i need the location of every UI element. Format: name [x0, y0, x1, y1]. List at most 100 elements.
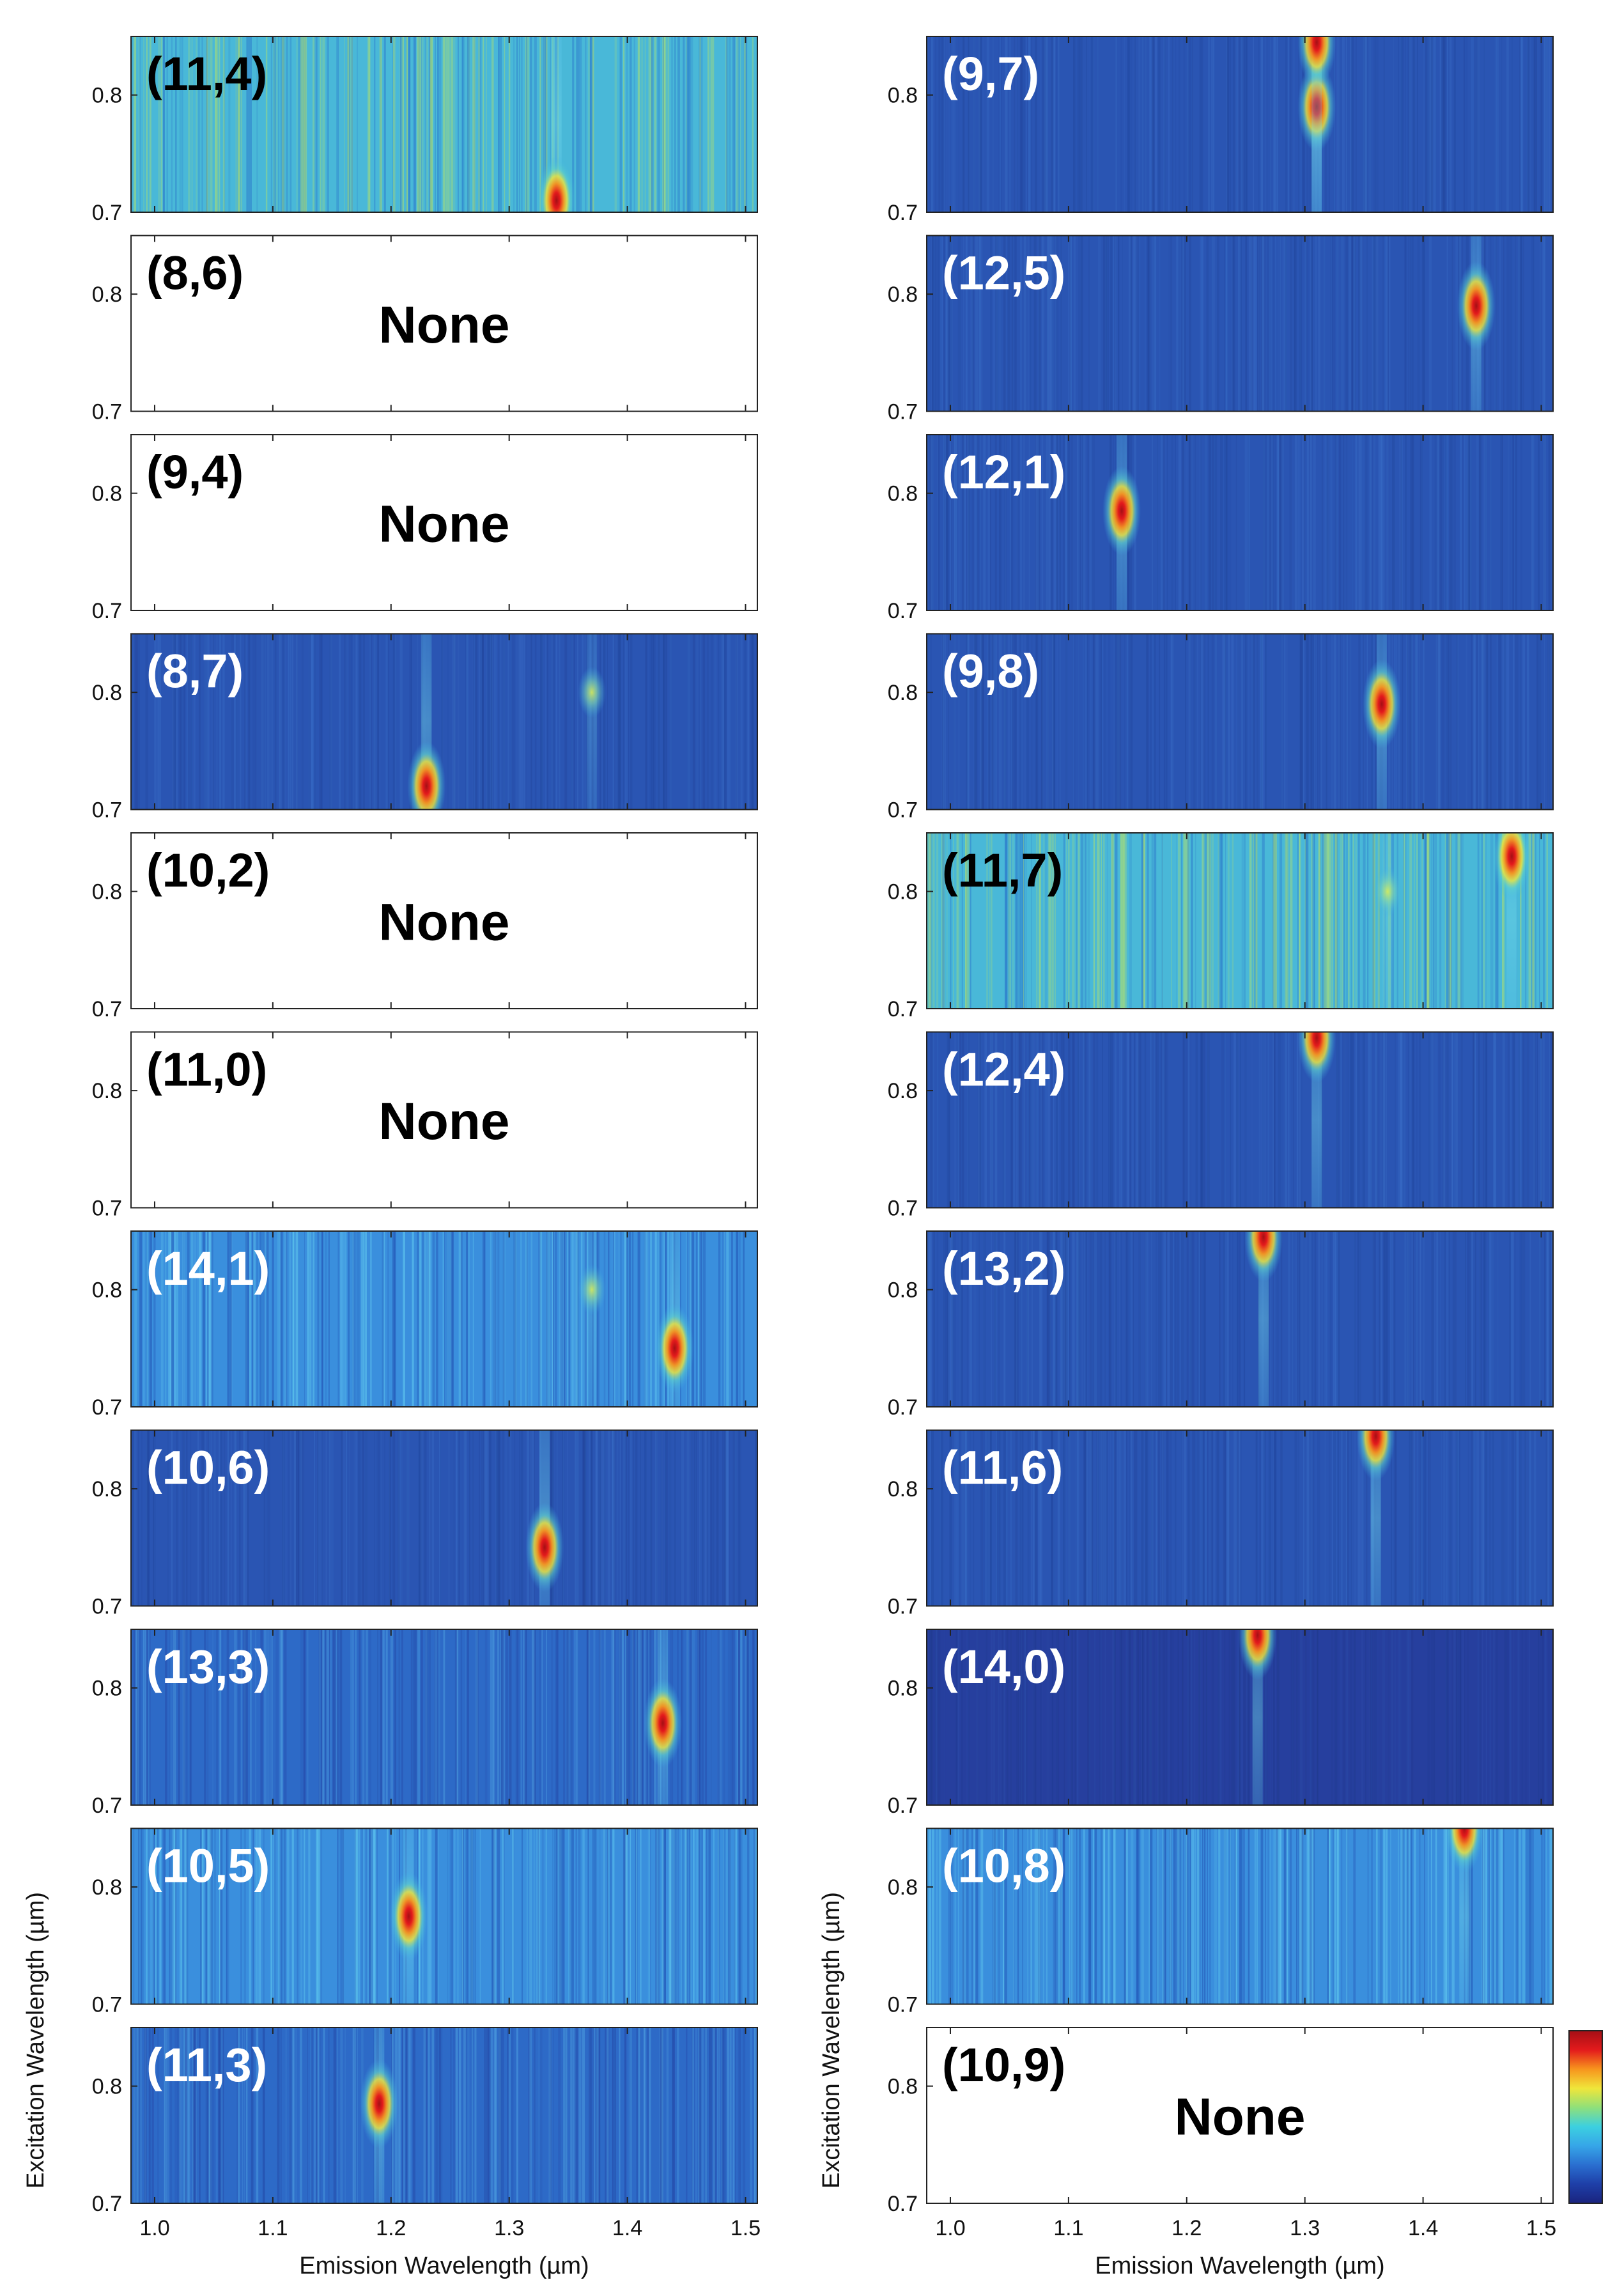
peak-mark: [1297, 36, 1336, 88]
panel-label: (13,2): [942, 1242, 1065, 1295]
panel-frame: [130, 2027, 758, 2204]
panel: 0.7 0.8 (13,2): [888, 1230, 1554, 1420]
panel-frame: [926, 235, 1554, 412]
peak-mark: [1356, 1430, 1395, 1481]
panel-background: [927, 1231, 1553, 1407]
panel: 0.7 0.8 (9,8): [888, 633, 1554, 823]
panel-background: [131, 235, 757, 412]
y-tick-label: 0.8: [92, 2075, 122, 2099]
x-tick-label: 1.2: [376, 2216, 406, 2240]
colorbar: [1568, 2030, 1603, 2204]
panel-frame: [926, 36, 1554, 213]
panel-frame: [130, 1827, 758, 2005]
panel-label: (10,8): [942, 1840, 1065, 1893]
y-tick-label: 0.7: [888, 997, 918, 1021]
y-tick-label: 0.8: [888, 283, 918, 307]
panel-label: (9,8): [942, 645, 1039, 698]
y-tick-label: 0.7: [92, 2192, 122, 2216]
panel: 0.7 0.8 (13,3): [92, 1629, 758, 1818]
panel-label: (11,4): [146, 47, 267, 100]
y-tick-label: 0.8: [92, 1477, 122, 1501]
y-tick-label: 0.7: [92, 1595, 122, 1619]
panel-frame: [926, 1429, 1554, 1607]
y-tick-label: 0.7: [888, 599, 918, 623]
panel-frame: [130, 1629, 758, 1806]
y-tick-label: 0.8: [92, 1079, 122, 1103]
panel-frame: [926, 1629, 1554, 1806]
peak-mark: [1244, 1231, 1283, 1282]
panel-background: [131, 2028, 757, 2203]
y-tick-label: 0.8: [92, 1677, 122, 1701]
peak-mark: [578, 1264, 607, 1315]
peak-mark: [1373, 865, 1402, 917]
y-tick-label: 0.7: [888, 1993, 918, 2017]
panel: 0.7 0.8 (10,5): [92, 1827, 758, 2017]
panel: 0.7 0.8 (9,4) None: [92, 434, 758, 623]
peak-mark: [525, 1502, 564, 1592]
y-tick-label: 0.7: [888, 1395, 918, 1420]
y-tick-label: 0.8: [888, 1875, 918, 1900]
peak-mark: [1297, 1032, 1336, 1083]
x-tick-label: 1.5: [731, 2216, 761, 2240]
panel: 0.7 0.8 (11,6): [888, 1429, 1554, 1619]
y-tick-label: 0.8: [888, 1278, 918, 1303]
peak-streak: [587, 633, 598, 810]
panel-frame: [130, 36, 758, 213]
panel-label: (14,1): [146, 1242, 270, 1295]
y-tick-label: 0.7: [92, 1395, 122, 1420]
peak-mark: [407, 741, 446, 810]
panel-label: (13,3): [146, 1640, 270, 1693]
panel-background: [131, 1430, 757, 1606]
x-tick-label: 1.5: [1526, 2216, 1556, 2240]
y-axis-label-right: Excitation Wavelength (µm): [818, 1892, 845, 2189]
y-tick-label: 0.8: [888, 84, 918, 108]
panel-frame: [926, 434, 1554, 611]
x-tick-label: 1.0: [139, 2216, 169, 2240]
panel: 0.7 0.8 (8,6) None: [92, 235, 758, 424]
panel-label: (11,3): [146, 2038, 267, 2091]
none-label: None: [379, 495, 510, 554]
panel-frame: [926, 1827, 1554, 2005]
peak-mark: [537, 155, 576, 212]
panel-label: (12,4): [942, 1043, 1065, 1096]
panel-label: (8,7): [146, 645, 244, 698]
y-tick-label: 0.7: [888, 2192, 918, 2216]
panel-frame: [926, 1230, 1554, 1408]
panel: 0.7 0.8 (11,0) None: [92, 1031, 758, 1221]
y-tick-label: 0.8: [92, 84, 122, 108]
panel-label: (14,0): [942, 1640, 1065, 1693]
y-tick-label: 0.8: [888, 1477, 918, 1501]
panel-label: (10,2): [146, 844, 270, 897]
y-tick-label: 0.7: [92, 997, 122, 1021]
x-tick-label: 1.1: [1053, 2216, 1083, 2240]
peak-mark: [1102, 466, 1141, 556]
peak-mark: [578, 667, 607, 718]
panels: 0.70.8 (11,4)0.70.8 (9,7)0.70.8 (8,6)None0.…: [92, 36, 1556, 2240]
x-tick-label: 1.2: [1172, 2216, 1202, 2240]
y-tick-label: 0.8: [888, 482, 918, 506]
panel-label: (10,9): [942, 2038, 1065, 2091]
peak-mark: [389, 1872, 428, 1961]
panel-background: [131, 1828, 757, 2005]
panel: 0.7 0.8 (14,0): [888, 1629, 1554, 1818]
panel-frame: [130, 832, 758, 1009]
panel-background: [927, 435, 1553, 610]
y-tick-label: 0.8: [92, 482, 122, 506]
y-tick-label: 0.8: [888, 1079, 918, 1103]
y-tick-label: 0.7: [92, 201, 122, 225]
peak-mark: [1445, 1828, 1484, 1873]
y-axis-label-left: Excitation Wavelength (µm): [22, 1892, 49, 2189]
x-tick-label: 1.4: [612, 2216, 642, 2240]
panel: 0.7 0.8 (11,7): [888, 832, 1554, 1021]
y-tick-label: 0.7: [888, 798, 918, 823]
panel-label: (9,7): [942, 47, 1039, 100]
panel: 0.7 0.8 (11,3) 1.0 1.1 1.2 1.3 1.4 1.5: [92, 2027, 761, 2240]
panel-background: [927, 1629, 1553, 1805]
panel-background: [131, 1231, 757, 1407]
panel-background: [131, 833, 757, 1009]
panel-label: (10,5): [146, 1840, 270, 1893]
panel-label: (12,5): [942, 247, 1065, 300]
y-tick-label: 0.8: [92, 1875, 122, 1900]
peak-mark: [360, 2059, 399, 2149]
